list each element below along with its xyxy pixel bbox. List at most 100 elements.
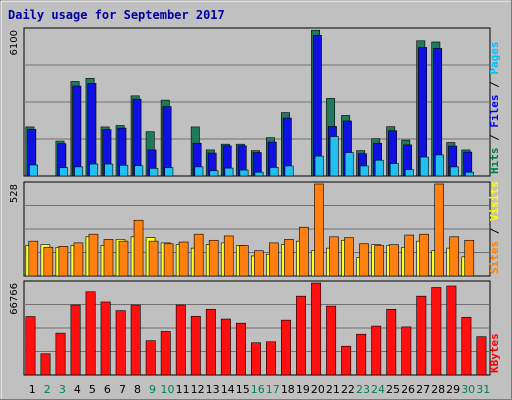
x-tick-label: 10: [161, 383, 175, 396]
bar-pages-day-4: [74, 166, 84, 177]
bar-files-day-8: [132, 98, 142, 177]
bar-sites-day-11: [178, 241, 189, 277]
bar-kbytes-day-26: [401, 326, 412, 376]
bar-kbytes-day-5: [85, 291, 96, 376]
y-max-label: 6100: [9, 30, 20, 55]
series-kbytes: [25, 282, 487, 376]
bar-pages-day-17: [269, 167, 279, 177]
bar-pages-day-6: [104, 163, 114, 177]
bar-sites-day-26: [404, 234, 414, 277]
bar-pages-day-30: [465, 171, 474, 177]
bar-sites-day-30: [464, 239, 475, 277]
bar-pages-day-20: [314, 155, 324, 177]
bar-sites-day-21: [329, 236, 339, 277]
bar-pages-day-3: [59, 167, 69, 177]
x-tick-label: 17: [266, 383, 280, 396]
x-tick-label: 31: [476, 383, 490, 396]
bar-sites-day-9: [148, 240, 159, 277]
x-tick-label: 14: [221, 383, 235, 396]
x-tick-label: 20: [311, 383, 325, 396]
bar-pages-day-27: [419, 156, 429, 177]
bar-pages-day-12: [194, 166, 204, 177]
bar-kbytes-day-9: [145, 340, 156, 376]
bar-pages-day-15: [239, 169, 249, 177]
bar-sites-day-7: [118, 240, 129, 277]
legend-entry: Pages: [488, 42, 501, 75]
bar-sites-day-12: [193, 233, 204, 277]
bar-files-day-20: [312, 34, 322, 177]
bar-kbytes-day-1: [25, 316, 36, 376]
bar-sites-day-20: [314, 183, 324, 277]
x-tick-label: 29: [446, 383, 460, 396]
bar-sites-day-29: [449, 236, 460, 277]
series-sites: [28, 183, 475, 277]
panel-legend: Sites / Visits: [488, 181, 501, 274]
bar-pages-day-5: [89, 163, 99, 177]
x-tick-label: 8: [134, 383, 141, 396]
bar-sites-day-18: [284, 239, 294, 277]
bar-pages-day-14: [224, 167, 234, 177]
bar-pages-day-8: [134, 165, 144, 177]
bar-sites-day-3: [58, 246, 69, 277]
x-tick-label: 5: [89, 383, 96, 396]
bar-kbytes-day-29: [446, 285, 457, 376]
x-tick-label: 25: [386, 383, 400, 396]
bar-kbytes-day-6: [100, 301, 111, 376]
panels: 6100 Hits / Files / Pages 528 Sites / Visit…: [9, 27, 501, 376]
x-tick-label: 19: [296, 383, 310, 396]
x-tick-label: 2: [44, 383, 51, 396]
legend-entry: Files: [488, 95, 501, 128]
chart-title: Daily usage for September 2017: [8, 8, 225, 22]
bar-kbytes-day-27: [416, 295, 427, 376]
bar-sites-day-27: [419, 233, 429, 277]
bar-kbytes-day-16: [250, 342, 261, 376]
x-tick-label: 22: [341, 383, 355, 396]
bar-pages-day-26: [404, 169, 414, 177]
x-tick-label: 28: [431, 383, 445, 396]
x-tick-label: 15: [236, 383, 250, 396]
bar-kbytes-day-7: [115, 310, 126, 376]
bar-sites-day-13: [208, 239, 219, 277]
bar-kbytes-day-28: [431, 287, 442, 376]
bar-sites-day-25: [389, 244, 399, 277]
bar-sites-day-15: [238, 245, 249, 277]
x-tick-label: 13: [206, 383, 220, 396]
bar-pages-day-9: [149, 168, 159, 177]
x-tick-label: 9: [149, 383, 156, 396]
bar-kbytes-day-21: [326, 305, 337, 376]
bar-pages-day-10: [164, 167, 174, 177]
bar-sites-day-6: [103, 239, 114, 277]
legend-entry: /: [488, 221, 501, 241]
x-tick-label: 21: [326, 383, 340, 396]
x-tick-label: 30: [461, 383, 475, 396]
series-pages: [29, 136, 474, 177]
bar-sites-day-22: [344, 237, 354, 277]
legend-entry: Hits: [488, 148, 501, 175]
bar-pages-day-28: [434, 154, 444, 177]
bar-kbytes-day-18: [281, 319, 291, 376]
bar-kbytes-day-10: [160, 331, 171, 376]
bar-sites-day-14: [223, 235, 234, 277]
x-tick-label: 24: [371, 383, 385, 396]
x-tick-label: 11: [176, 383, 190, 396]
x-tick-label: 23: [356, 383, 370, 396]
x-tick-label: 16: [251, 383, 265, 396]
x-tick-label: 6: [104, 383, 111, 396]
bar-sites-day-24: [374, 245, 384, 277]
bar-kbytes-day-2: [40, 353, 51, 376]
bar-files-day-4: [72, 85, 82, 177]
bar-pages-day-1: [29, 164, 38, 177]
bar-kbytes-day-12: [190, 315, 201, 376]
bar-kbytes-day-4: [70, 304, 81, 376]
x-tick-label: 1: [29, 383, 36, 396]
bar-sites-day-28: [434, 183, 444, 277]
bar-pages-day-29: [450, 166, 459, 177]
panel-legend: KBytes: [488, 333, 501, 373]
legend-entry: KBytes: [488, 333, 501, 373]
bar-kbytes-day-15: [235, 322, 246, 376]
bar-kbytes-day-25: [386, 308, 397, 376]
y-max-label: 66766: [9, 283, 20, 315]
bar-pages-day-24: [374, 159, 384, 177]
legend-entry: /: [488, 128, 501, 148]
bar-sites-day-2: [43, 246, 54, 277]
